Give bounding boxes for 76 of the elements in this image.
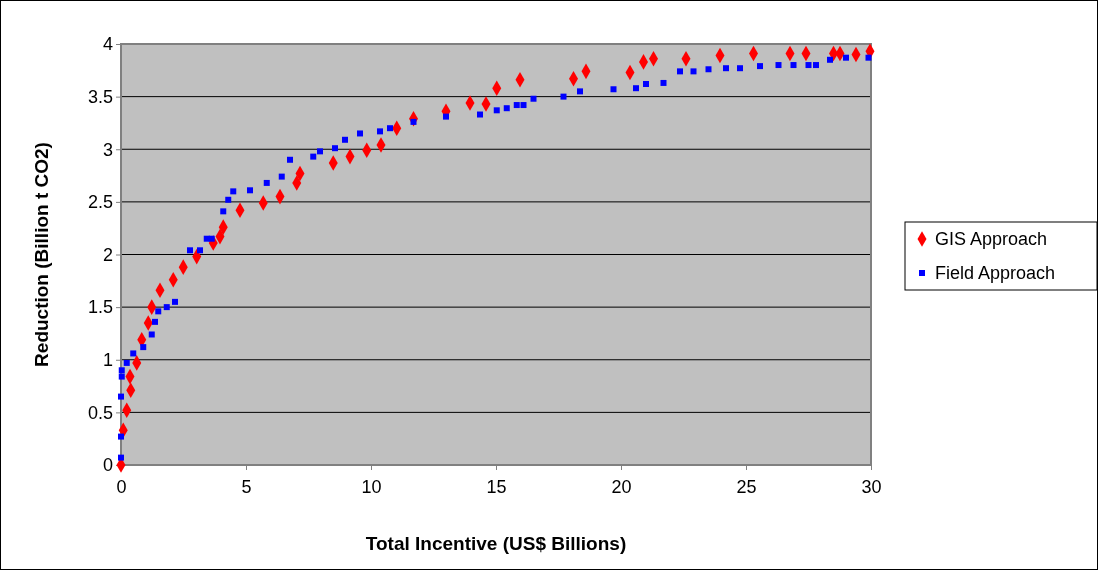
point — [230, 188, 237, 195]
point — [317, 148, 323, 155]
point — [443, 113, 449, 120]
y-tick-label: 2.5 — [87, 192, 113, 213]
point — [172, 298, 178, 305]
point — [530, 95, 537, 102]
point — [118, 393, 124, 400]
point — [310, 153, 317, 160]
point — [843, 54, 849, 61]
point — [220, 208, 227, 215]
point — [493, 107, 500, 114]
point — [757, 63, 763, 70]
y-tick-label: 0 — [102, 455, 113, 476]
point — [775, 62, 782, 69]
point — [560, 93, 567, 100]
x-tick-label: 25 — [736, 476, 757, 497]
point — [197, 247, 203, 254]
x-axis-title: Total Incentive (US$ Billions) — [365, 533, 627, 554]
point — [357, 130, 363, 137]
y-tick-label: 2 — [102, 244, 113, 265]
point — [790, 62, 797, 69]
legend-label: GIS Approach — [935, 229, 1048, 249]
point — [187, 247, 193, 254]
point — [278, 173, 285, 180]
point — [643, 81, 649, 87]
point — [827, 56, 833, 63]
point — [577, 88, 583, 95]
y-tick-label: 1 — [102, 350, 113, 371]
point — [737, 65, 743, 72]
point — [118, 454, 124, 461]
point — [705, 66, 712, 73]
point — [520, 102, 527, 109]
point — [660, 79, 667, 86]
point — [813, 62, 819, 69]
point — [633, 85, 639, 92]
y-tick-label: 3 — [102, 139, 113, 160]
point — [377, 128, 383, 135]
x-tick-label: 20 — [611, 476, 632, 497]
point — [152, 318, 158, 325]
point — [247, 187, 253, 194]
x-tick-label: 0 — [116, 476, 127, 497]
point — [332, 145, 338, 152]
y-tick-label: 1.5 — [87, 297, 113, 318]
point — [387, 125, 393, 132]
point — [225, 196, 232, 203]
point — [123, 359, 130, 366]
x-tick-label: 5 — [241, 476, 252, 497]
point — [690, 68, 697, 75]
point — [118, 367, 125, 374]
point — [677, 68, 683, 75]
y-tick-label: 4 — [102, 34, 113, 55]
y-axis-title: Reduction (Billion t CO2) — [31, 142, 52, 367]
point — [163, 304, 170, 311]
x-tick-label: 15 — [486, 476, 507, 497]
y-tick-label: 0.5 — [87, 402, 113, 423]
point — [155, 308, 162, 315]
point — [865, 54, 872, 61]
legend-label: Field Approach — [935, 263, 1056, 283]
x-tick-label: 10 — [361, 476, 382, 497]
point — [140, 344, 147, 351]
point — [503, 105, 510, 112]
point — [805, 62, 812, 69]
point — [130, 350, 137, 357]
point — [610, 86, 617, 93]
point — [342, 136, 348, 143]
y-tick-label: 3.5 — [87, 86, 113, 107]
point — [118, 373, 125, 380]
point — [513, 102, 520, 109]
point — [208, 235, 215, 242]
point — [723, 65, 729, 72]
x-tick-label: 30 — [861, 476, 882, 497]
point — [148, 331, 155, 338]
point — [118, 433, 124, 440]
point — [263, 179, 270, 186]
point — [287, 156, 293, 163]
point — [477, 111, 483, 118]
